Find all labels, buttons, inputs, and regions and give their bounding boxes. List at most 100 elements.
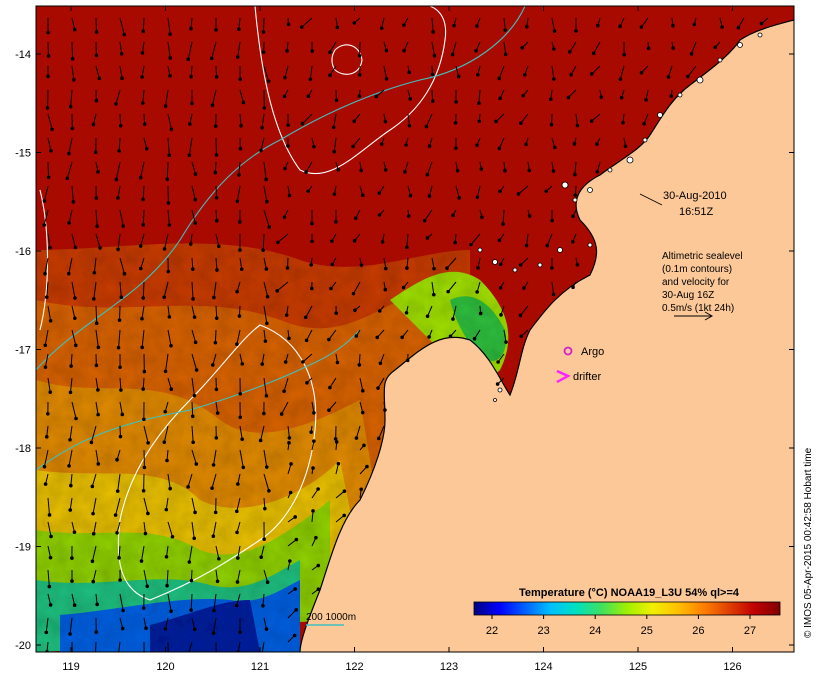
velocity-vector [329,41,337,53]
velocity-vector-head [286,123,290,127]
velocity-vector-head [294,607,298,612]
velocity-vector-head [95,602,99,607]
velocity-vector-head [238,248,242,252]
colorbar-gradient [473,601,781,616]
velocity-vector-head [236,482,240,486]
velocity-vector-head [572,142,577,146]
velocity-vector-head [264,177,268,182]
velocity-vector-head [276,240,280,245]
velocity-vector-head [736,25,741,30]
velocity-vector [262,233,265,251]
velocity-vector [93,257,97,273]
velocity-vector-head [292,633,297,638]
velocity-vector-head [193,340,198,345]
velocity-vector-head [379,26,384,30]
velocity-vector-head [282,389,286,394]
velocity-vector-head [95,224,99,229]
velocity-vector-head [452,23,456,28]
velocity-vector-head [446,289,450,294]
velocity-vector-head [93,150,98,155]
velocity-vector-head [192,536,197,541]
colorbar-tick-label: 24 [589,625,601,637]
colorbar-title: Temperature (°C) NOAA19_L3U 54% ql>=4 [519,587,740,599]
velocity-vector [95,377,99,390]
velocity-vector-head [621,120,625,125]
velocity-note-line-4: 30-Aug 16Z [662,290,714,301]
velocity-vector-head [91,122,96,127]
velocity-vector-head [43,271,47,276]
velocity-vector [143,425,149,443]
velocity-vector [211,89,217,106]
velocity-vector [190,593,193,611]
velocity-vector-head [90,559,95,564]
velocity-vector-head [384,266,388,271]
velocity-vector [47,569,50,587]
velocity-vector-head [165,583,169,588]
colorbar: Temperature (°C) NOAA19_L3U 54% ql>=4 22… [473,587,781,637]
velocity-vector-head [376,386,380,390]
velocity-vector [191,497,196,513]
velocity-vector-head [713,45,718,50]
velocity-vector-head [283,360,288,364]
x-tick-label: 125 [629,661,647,673]
velocity-vector [237,545,241,559]
velocity-vector [262,593,265,606]
velocity-vector-head [455,168,460,173]
velocity-vector-head [169,127,174,132]
velocity-vector [44,329,49,346]
velocity-vector-head [589,119,594,123]
velocity-vector [263,569,269,583]
velocity-vector-head [518,313,523,318]
velocity-vector-head [68,508,73,512]
velocity-vector-head [357,73,362,77]
velocity-vector-head [210,486,214,490]
velocity-vector-head [498,286,503,290]
velocity-vector [215,185,218,198]
velocity-vector [520,113,529,124]
velocity-vector-head [69,483,73,488]
velocity-vector-head [306,94,311,99]
velocity-vector [71,41,74,59]
velocity-vector-head [118,578,122,582]
x-tick-label: 124 [534,661,552,673]
velocity-vector [71,329,77,346]
velocity-vector [69,377,73,393]
velocity-vector-head [97,76,102,81]
velocity-vector-head [550,218,554,223]
velocity-vector [92,569,97,582]
velocity-vector [191,377,195,396]
velocity-vector [335,490,345,499]
velocity-vector [302,353,313,363]
velocity-vector-head [213,170,218,175]
velocity-vector-head [69,364,73,368]
velocity-vector-head [330,262,334,267]
velocity-vector [142,281,145,299]
velocity-vector-head [94,30,99,34]
velocity-vector [503,17,506,31]
velocity-vector-head [50,127,54,132]
velocity-vector-head [309,286,314,291]
velocity-vector-head [427,194,432,198]
velocity-vector-head [45,106,50,110]
velocity-vector-head [67,151,71,156]
velocity-vector-head [503,168,507,173]
velocity-vector-head [191,297,195,301]
velocity-vector-head [48,245,52,250]
velocity-vector [191,281,194,299]
velocity-vector-head [425,236,430,240]
velocity-vector [378,425,385,439]
velocity-vector-head [333,437,338,441]
velocity-vector-head [327,408,331,412]
velocity-vector-head [264,267,269,271]
velocity-vector [236,329,241,345]
velocity-vector-head [354,334,359,338]
velocity-vector [95,65,100,79]
velocity-vector-head [188,242,193,246]
velocity-vector-head [168,486,172,491]
velocity-vector-head [213,124,218,129]
velocity-vector-head [342,489,347,493]
velocity-vector [115,161,121,180]
velocity-vector-head [212,608,216,613]
velocity-vector-head [335,25,340,30]
velocity-vector-head [432,292,436,297]
